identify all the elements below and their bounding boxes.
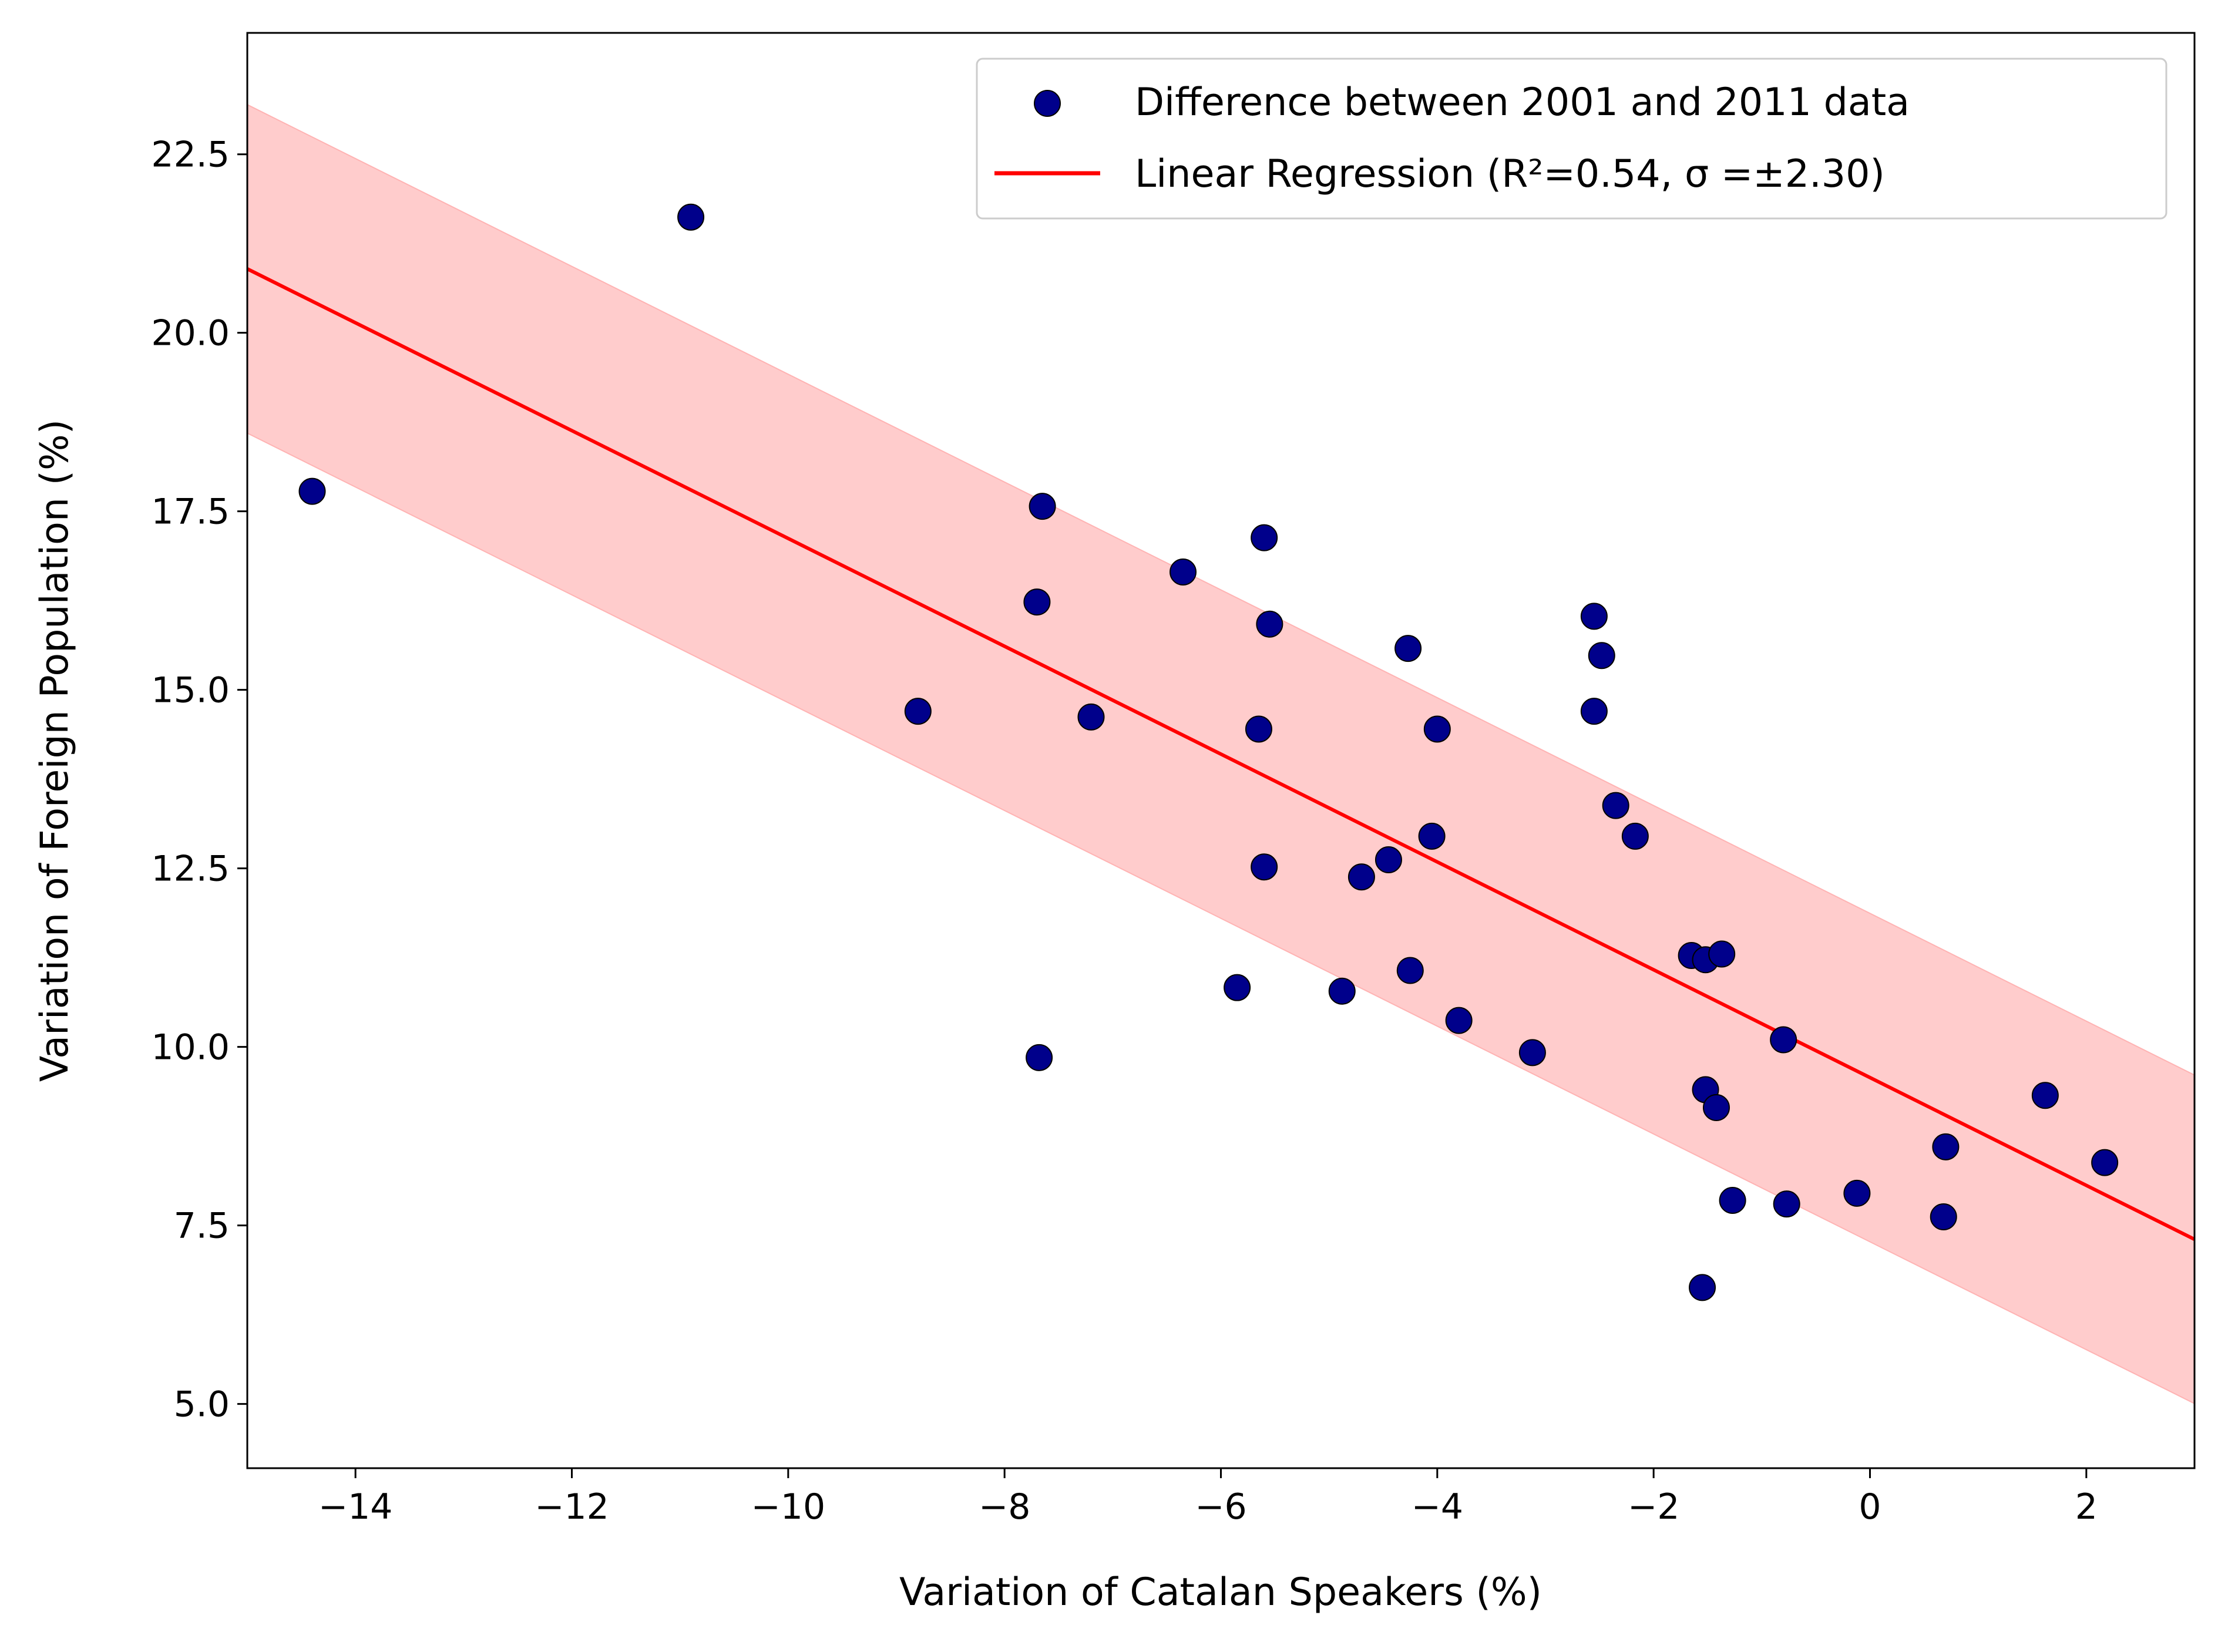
scatter-point <box>1770 1026 1797 1054</box>
scatter-point <box>1588 642 1615 669</box>
x-tick-label: −6 <box>1195 1486 1246 1527</box>
scatter-point <box>904 698 932 725</box>
scatter-point <box>1621 822 1649 850</box>
scatter-point <box>1932 1133 1960 1160</box>
scatter-point <box>1702 1094 1730 1121</box>
y-tick-label: 10.0 <box>151 1027 230 1068</box>
y-tick-label: 5.0 <box>174 1384 230 1425</box>
x-tick-label: −8 <box>979 1486 1030 1527</box>
scatter-point <box>1394 635 1422 662</box>
scatter-point <box>1375 846 1402 874</box>
scatter-point <box>1224 974 1251 1001</box>
x-tick-label: −4 <box>1412 1486 1463 1527</box>
scatter-point <box>1077 703 1105 731</box>
scatter-point <box>2031 1082 2059 1109</box>
x-axis-ticks: −14 −12 −10 −8 −6 −4 −2 0 2 <box>318 1468 2098 1527</box>
y-tick-label: 20.0 <box>151 313 230 354</box>
x-tick-label: −14 <box>318 1486 393 1527</box>
regression-line <box>247 267 2195 1241</box>
scatter-point <box>1708 940 1736 968</box>
scatter-point <box>1580 698 1608 725</box>
scatter-point <box>1418 822 1446 850</box>
scatter-point <box>1251 853 1278 881</box>
confidence-band-lower-edge <box>247 432 2195 1404</box>
scatter-point <box>1445 1007 1473 1034</box>
scatter-point <box>1930 1203 1957 1230</box>
x-axis-label: Variation of Catalan Speakers (%) <box>899 1570 1542 1614</box>
y-axis-ticks: 5.0 7.5 10.0 12.5 15.0 17.5 20.0 22.5 <box>151 134 247 1425</box>
scatter-point <box>1170 558 1197 586</box>
y-tick-label: 7.5 <box>174 1206 230 1247</box>
scatter-point <box>2091 1149 2119 1176</box>
y-axis-label: Variation of Foreign Population (%) <box>33 419 77 1082</box>
scatter-point <box>1719 1187 1746 1214</box>
scatter-point <box>1843 1179 1871 1207</box>
scatter-point <box>1602 792 1629 819</box>
x-tick-label: −2 <box>1628 1486 1679 1527</box>
scatter-point <box>1423 715 1451 743</box>
scatter-point <box>1256 610 1283 638</box>
scatter-point <box>1328 977 1356 1005</box>
y-tick-label: 22.5 <box>151 134 230 176</box>
scatter-point <box>1580 603 1608 630</box>
legend: Difference between 2001 and 2011 data Li… <box>976 58 2167 220</box>
scatter-point <box>1689 1274 1716 1301</box>
legend-scatter-marker <box>1034 90 1061 117</box>
scatter-point <box>677 203 705 231</box>
scatter-point <box>1023 588 1051 616</box>
y-tick-label: 17.5 <box>151 492 230 533</box>
scatter-point <box>1396 957 1424 984</box>
x-tick-label: −12 <box>535 1486 609 1527</box>
scatter-point <box>1026 1044 1053 1071</box>
scatter-point <box>1347 863 1375 891</box>
x-tick-label: 2 <box>2075 1486 2098 1527</box>
legend-box <box>976 58 2167 220</box>
y-tick-label: 12.5 <box>151 849 230 890</box>
scatter-point <box>1773 1190 1800 1218</box>
x-tick-label: −10 <box>751 1486 826 1527</box>
y-tick-label: 15.0 <box>151 670 230 711</box>
scatter-point <box>1518 1039 1546 1066</box>
legend-scatter-label: Difference between 2001 and 2011 data <box>1135 80 1910 125</box>
scatter-point <box>1029 493 1056 520</box>
scatter-points <box>298 203 2119 1301</box>
legend-regression-label: Linear Regression (R²=0.54, σ =±2.30) <box>1135 152 1885 196</box>
scatter-point <box>298 477 326 505</box>
confidence-band-upper-edge <box>247 104 2195 1076</box>
scatter-point <box>1245 715 1272 743</box>
scatter-point <box>1251 524 1278 551</box>
x-tick-label: 0 <box>1859 1486 1881 1527</box>
